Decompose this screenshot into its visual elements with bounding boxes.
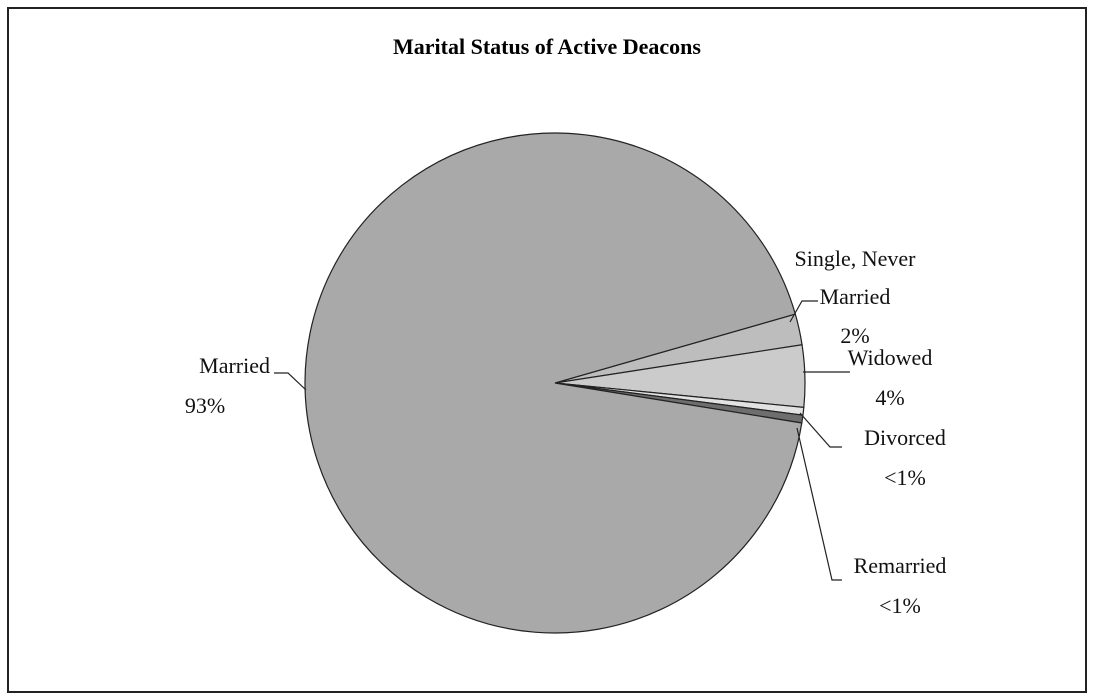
- slice-label: Divorced <1%: [825, 418, 985, 498]
- category-label: Widowed: [847, 345, 933, 370]
- leader-lines: [274, 300, 850, 581]
- slice-label: Married 93%: [110, 346, 270, 426]
- slice-label: Remarried <1%: [820, 546, 980, 626]
- slice-label: Widowed 4%: [810, 338, 970, 418]
- slice-label: Single, Never Married 2%: [770, 240, 940, 356]
- value-label: 93%: [184, 393, 226, 418]
- pie-slice: [304, 132, 803, 634]
- category-label: Divorced: [864, 425, 946, 450]
- chart-title: Marital Status of Active Deacons: [393, 34, 701, 59]
- value-label: 4%: [875, 385, 905, 410]
- value-label: 2%: [840, 323, 870, 348]
- value-label: <1%: [884, 465, 926, 490]
- category-label: Remarried: [853, 553, 947, 578]
- value-label: <1%: [879, 593, 921, 618]
- category-label: Single, Never Married: [794, 246, 916, 309]
- category-label: Married: [199, 353, 270, 378]
